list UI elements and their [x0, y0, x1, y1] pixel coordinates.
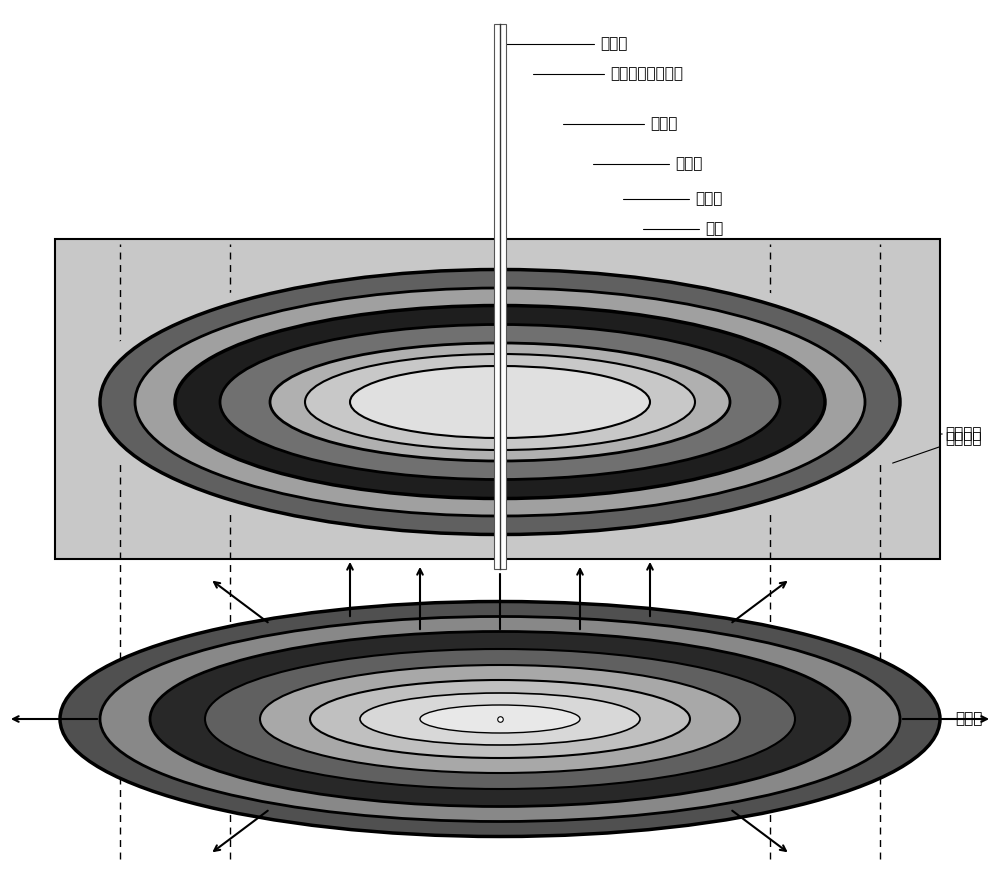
- Ellipse shape: [270, 343, 730, 461]
- Ellipse shape: [205, 649, 795, 789]
- Text: 原始油区: 原始油区: [945, 432, 981, 447]
- Ellipse shape: [80, 260, 920, 545]
- Text: 已燃区（空气腔）: 已燃区（空气腔）: [533, 66, 683, 81]
- Text: 俦视图: 俦视图: [955, 711, 982, 726]
- Text: 燃烧带: 燃烧带: [563, 116, 677, 131]
- Ellipse shape: [150, 632, 850, 807]
- Ellipse shape: [175, 306, 825, 498]
- Text: 油墙: 油墙: [643, 221, 723, 237]
- Text: 结焦带: 结焦带: [593, 156, 702, 171]
- Ellipse shape: [220, 324, 780, 480]
- Ellipse shape: [100, 269, 900, 535]
- FancyBboxPatch shape: [494, 24, 506, 569]
- Ellipse shape: [420, 705, 580, 733]
- Ellipse shape: [360, 693, 640, 745]
- Ellipse shape: [60, 601, 940, 836]
- Text: 吞吐井: 吞吐井: [503, 37, 627, 52]
- Ellipse shape: [305, 354, 695, 450]
- Ellipse shape: [100, 616, 900, 822]
- Ellipse shape: [260, 665, 740, 773]
- Ellipse shape: [350, 366, 650, 438]
- FancyBboxPatch shape: [55, 239, 940, 559]
- Text: 蜀汽带: 蜀汽带: [623, 191, 722, 206]
- Ellipse shape: [310, 680, 690, 758]
- Ellipse shape: [135, 288, 865, 516]
- Text: 原始油区: 原始油区: [940, 427, 981, 441]
